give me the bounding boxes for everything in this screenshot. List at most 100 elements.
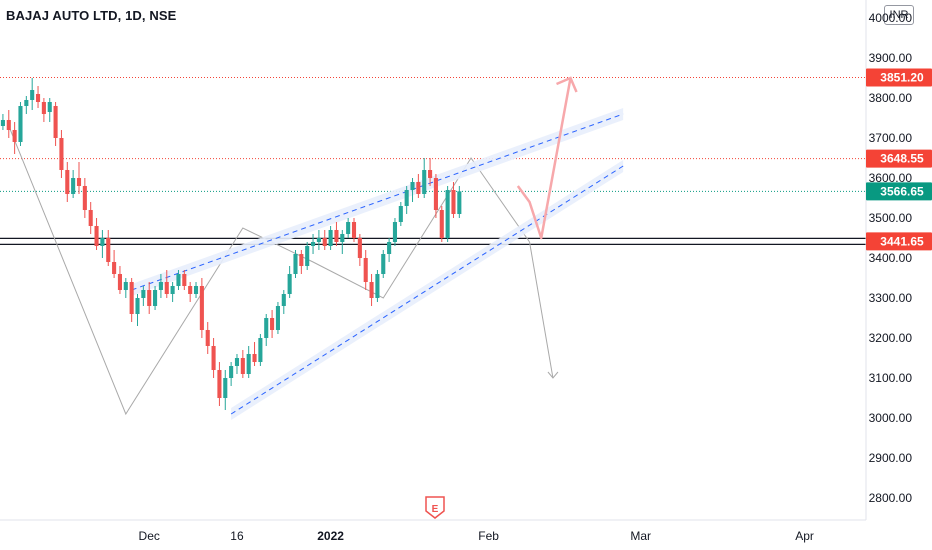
candle-body-44 [258,338,263,362]
candle-body-60 [351,222,357,238]
candle-body-54 [316,238,321,242]
earnings-icon [425,496,445,519]
price-label-box-1 [866,149,932,168]
candle-body-59 [346,222,351,234]
candle-body-25 [147,290,152,306]
price-tick-label-9: 3100.00 [869,371,913,385]
candle-body-74 [433,178,438,210]
earnings-letter: E [432,504,439,515]
candle-body-8 [47,102,52,112]
time-tick-label-4: Mar [630,529,651,543]
currency-button[interactable]: INR [884,5,914,25]
projection-down-line [529,241,554,379]
candle-body-13 [76,178,82,186]
candle-body-28 [164,282,169,294]
candle-body-26 [153,290,158,306]
price-tick-label-3: 3700.00 [869,131,913,145]
price-tick-label-10: 3000.00 [869,411,913,425]
time-tick-label-5: Apr [795,529,814,543]
candle-body-22 [129,282,134,314]
candle-body-42 [246,354,251,374]
candle-body-9 [53,106,58,138]
candle-body-63 [369,282,374,298]
candle-body-18 [106,238,111,262]
candle-body-43 [252,354,257,362]
candle-body-39 [229,366,234,378]
price-tick-label-1: 3900.00 [869,51,913,65]
candle-body-55 [322,238,327,246]
price-axis[interactable]: 4000.00 3900.00 3800.00 3700.00 3600.00 3500.… [869,11,913,505]
candle-body-21 [123,282,128,290]
candle-body-75 [439,210,444,238]
candle-body-48 [281,294,286,306]
candle-body-77 [451,190,456,214]
price-label-box-2 [866,182,932,201]
price-tick-label-8: 3200.00 [869,331,913,345]
candle-body-2 [12,130,17,142]
candle-body-19 [112,262,117,274]
candle-body-69 [404,190,409,206]
candle-body-57 [334,230,339,242]
candle-body-50 [293,254,298,274]
candle-body-31 [182,274,187,286]
time-tick-label-2: 2022 [317,529,344,543]
candle-body-32 [188,286,193,294]
candle-body-38 [223,378,228,398]
projection-up-line [516,77,572,240]
earnings-event-marker[interactable]: E [425,496,445,519]
price-label-1: 3648.55 [880,152,924,166]
candle-body-49 [287,274,292,294]
candle-body-36 [211,346,216,370]
price-label-3: 3441.65 [880,234,924,248]
candle-body-62 [363,258,368,282]
candle-body-76 [445,190,450,238]
price-labels: 3851.20 3648.55 3566.65 3441.65 [866,68,932,251]
candle-body-33 [193,286,199,294]
candle-body-10 [59,138,64,170]
time-tick-label-3: Feb [478,529,499,543]
price-tick-label-6: 3400.00 [869,251,913,265]
price-label-box-0 [866,68,932,87]
candle-body-66 [387,242,392,254]
candle-body-72 [422,170,427,194]
candle-body-27 [158,282,163,290]
candle-body-68 [398,206,403,222]
channel-upper-line [131,113,624,291]
zigzag-pattern [8,125,530,416]
candle-body-61 [357,238,362,258]
projection-up-arrowhead [556,76,578,93]
candle-body-4 [24,100,29,106]
price-tick-label-7: 3300.00 [869,291,913,305]
price-tick-label-2: 3800.00 [869,91,913,105]
candle-body-41 [240,358,245,374]
candle-body-53 [310,242,316,246]
price-label-box-3 [866,232,932,251]
candle-body-45 [264,318,269,338]
price-label-0: 3851.20 [880,71,924,85]
candle-body-0 [0,120,5,126]
price-tick-label-12: 2800.00 [869,491,913,505]
candle-body-1 [6,120,11,130]
drawings [8,76,624,420]
price-tick-label-0: 4000.00 [869,11,913,25]
candle-body-65 [381,254,386,274]
time-tick-label-1: 16 [230,529,244,543]
time-tick-label-0: Dec [139,529,160,543]
candle-body-58 [340,234,345,242]
candle-body-52 [305,246,310,266]
price-tick-label-4: 3600.00 [869,171,913,185]
candle-body-11 [65,170,70,194]
candle-body-67 [392,222,398,242]
candle-body-51 [299,254,304,266]
candle-body-15 [88,210,93,226]
candle-body-3 [18,106,23,142]
candle-body-64 [375,274,380,298]
candle-body-29 [170,286,175,294]
candles [0,78,462,410]
time-axis[interactable]: Dec 16 2022 Feb Mar Apr [139,529,814,543]
candle-body-23 [135,298,140,314]
candle-body-24 [141,290,146,298]
candle-body-20 [117,274,123,290]
price-label-2: 3566.65 [880,184,924,198]
